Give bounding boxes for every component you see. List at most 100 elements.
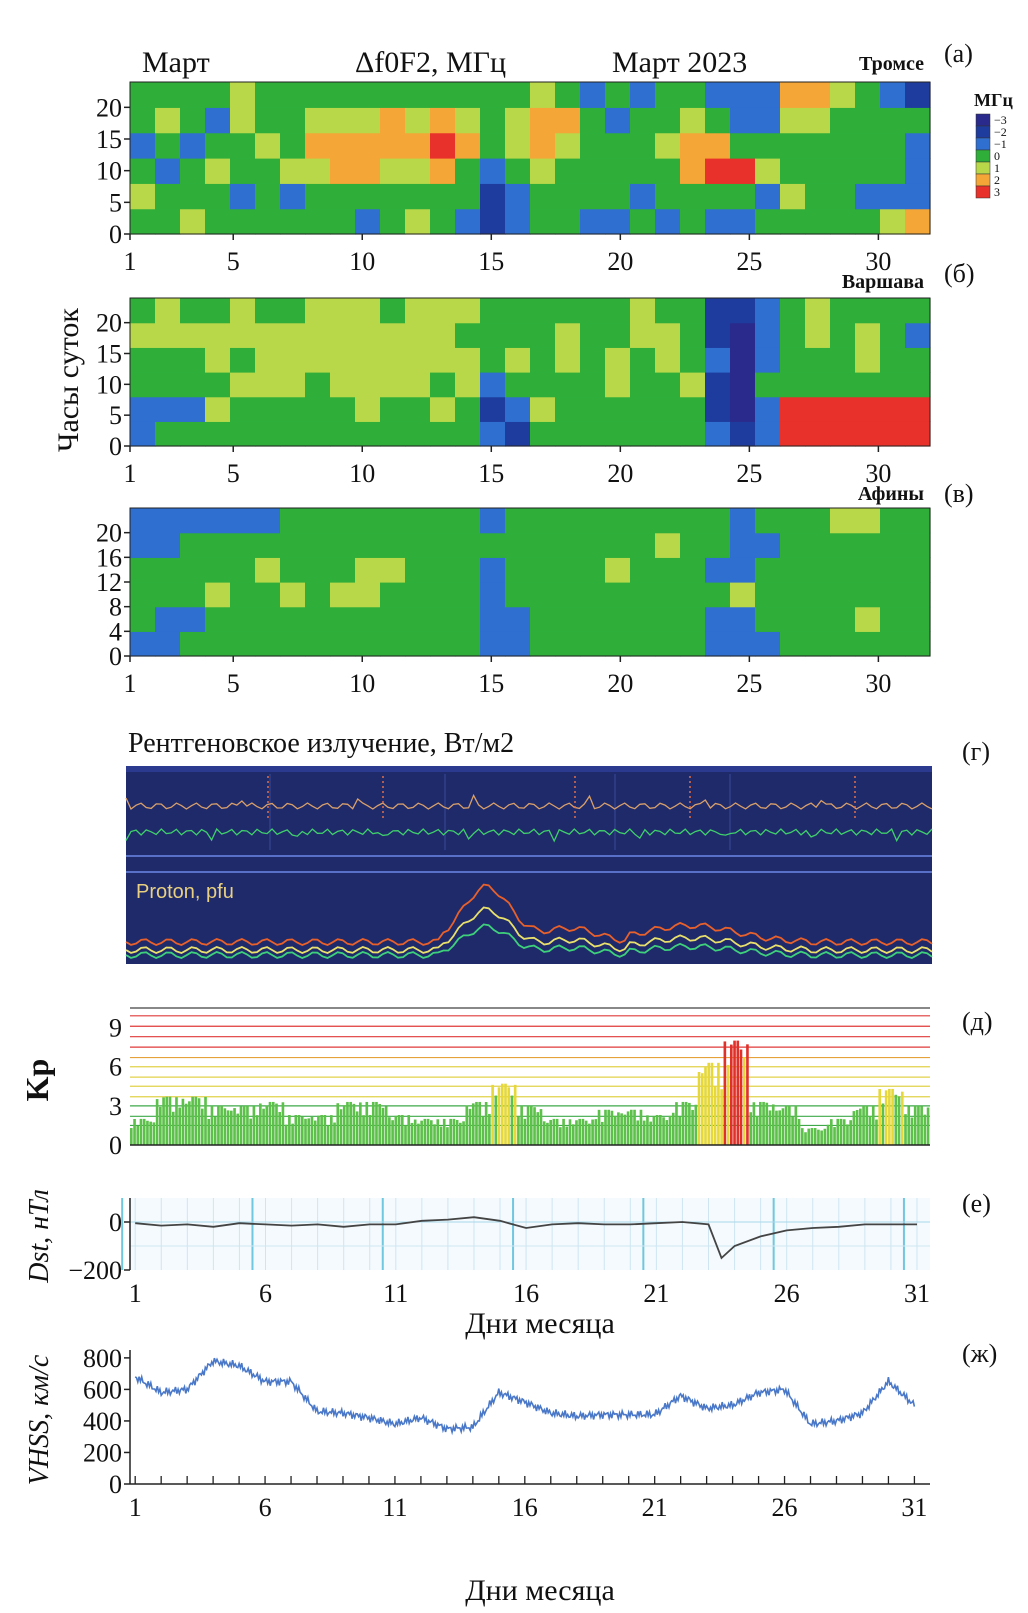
heatmap-cell [305,322,331,348]
heatmap-cell [655,631,681,657]
kp-bar [230,1110,233,1145]
heatmap-cell [155,606,181,632]
kp-bar [707,1062,711,1145]
vhss-ylabel: VHSS, км/с [24,1354,55,1485]
kp-bar [433,1124,436,1145]
heatmap-cell [705,132,731,159]
heatmap-cell [180,132,206,159]
kp-bar [246,1105,249,1145]
station-label: Варшава [842,271,924,293]
kp-bar [694,1104,698,1145]
heatmap-cell [705,158,731,184]
kp-bar [304,1118,307,1145]
station-label: Тромсе [859,53,924,75]
heatmap-cell [305,158,331,184]
kp-bar [581,1118,585,1145]
heatmap-cell [330,421,356,447]
heatmap-cell [905,298,931,324]
dst-line [135,1216,917,1260]
vhss-line [134,1357,916,1436]
kp-bar [923,1114,927,1145]
kp-bar [871,1105,875,1145]
heatmap-cell [705,508,731,534]
x-tick-label: 10 [349,459,375,488]
heatmap-cell [555,132,581,159]
kp-bar [346,1101,349,1145]
heatmap-cell [430,631,456,657]
heatmap-cell [655,82,681,108]
y-tick-label: 4 [109,617,122,646]
kp-bar [375,1101,378,1145]
heatmap-cell [730,298,756,324]
heatmap-cell [405,532,431,558]
kp-bar [494,1095,498,1145]
heatmap-cell [680,606,706,632]
heatmap-cell [380,631,406,657]
kp-bar [894,1094,898,1145]
kp-bar [710,1062,714,1145]
heatmap-cell [580,208,606,235]
heatmap-cell [255,606,281,632]
heatmap-cell [580,132,606,159]
heatmap-cell [430,582,456,608]
vhss-y-tick-label: 800 [83,1344,122,1373]
kp-bar [542,1121,546,1145]
heatmap-cell [630,347,656,373]
heatmap-cell [655,557,681,583]
xray-background [126,766,932,964]
heatmap-cell [380,532,406,558]
heatmap-cell [230,208,256,235]
heatmap-cell [880,557,906,583]
heatmap-cell [730,532,756,558]
heatmap-cell [530,532,556,558]
heatmap-cell [580,372,606,398]
kp-bar [155,1099,159,1145]
heatmap-cell [905,557,931,583]
heatmap-cell [330,82,356,108]
heatmap-cell [180,396,206,422]
heatmap-cell [155,532,181,558]
heatmap-cell [555,347,581,373]
kp-bar [159,1106,162,1145]
heatmap-cell [680,508,706,534]
heatmap-cell [830,158,856,184]
heatmap-cell [230,82,256,108]
heatmap-cell [255,532,281,558]
kp-bar [497,1087,501,1145]
heatmap-cell [205,557,231,583]
kp-bar [300,1116,304,1145]
colorbar-label: 0 [994,149,1000,163]
heatmap-cell [805,82,831,108]
heatmap-cell [830,298,856,324]
kp-bar [549,1119,552,1145]
heatmap-cell [330,508,356,534]
kp-bar [278,1111,282,1145]
heatmap-cell [305,631,331,657]
kp-bar [784,1105,788,1145]
heatmap-cell [355,532,381,558]
heatmap-cell [405,322,431,348]
heatmap-cell [580,107,606,134]
heatmap-cell [580,582,606,608]
proton-trace-100mev [125,923,933,959]
kp-bar [313,1120,317,1145]
kp-bar [330,1115,333,1145]
dst-ylabel: Dst, нТл [24,1189,55,1284]
heatmap-cell [305,372,331,398]
heatmap-cell [155,421,181,447]
heatmap-cell [780,298,806,324]
heatmap-cell [455,347,481,373]
kp-bar [181,1098,185,1145]
heatmap-cell [205,508,231,534]
kp-bar [175,1097,178,1145]
heatmap-cell [380,298,406,324]
kp-bar [275,1103,278,1145]
heatmap-cell [630,582,656,608]
kp-bar [149,1121,152,1145]
kp-bar [252,1106,256,1145]
heatmap-cell [405,298,431,324]
heatmap-cell [280,208,306,235]
